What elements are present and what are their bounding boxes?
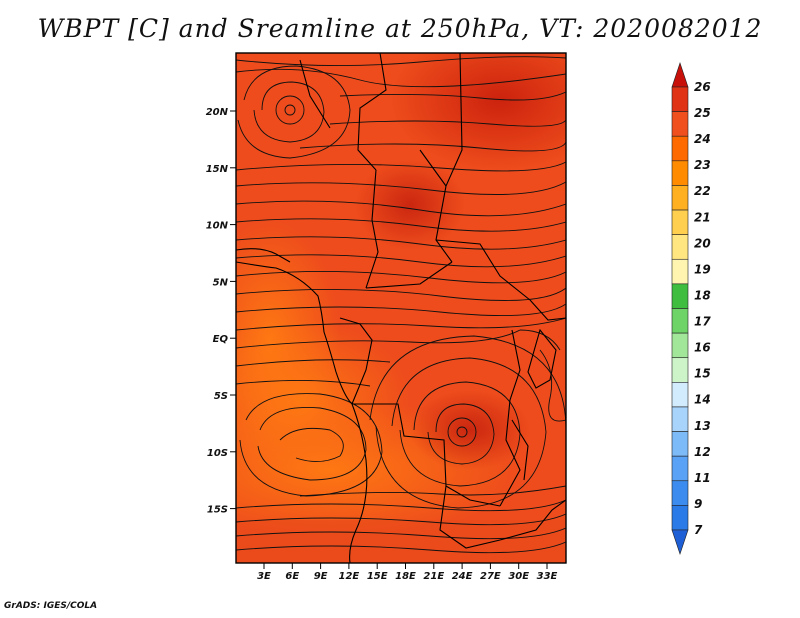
lon-label: 9E [314, 571, 328, 582]
lon-label: 27E [480, 571, 501, 582]
lat-label: 20N [206, 107, 229, 118]
lon-label: 30E [508, 571, 529, 582]
colorbar: 26 25 24 23 22 21 20 19 18 17 16 15 14 13 12 11 9 7 [671, 62, 711, 555]
colorbar-box [671, 406, 689, 432]
colorbar-label: 14 [694, 393, 711, 407]
lat-label: 10S [207, 448, 228, 459]
colorbar-box [671, 480, 689, 506]
colorbar-label: 23 [694, 158, 711, 172]
chart-title: WBPT [C] and Sreamline at 250hPa, VT: 20… [37, 14, 763, 43]
colorbar-label: 25 [694, 106, 711, 120]
lon-label: 6E [285, 571, 299, 582]
colorbar-box [671, 431, 689, 457]
latitude-axis: 20N 15N 10N 5N EQ 5S 10S 15S [206, 107, 236, 516]
grads-credit: GrADS: IGES/COLA [4, 601, 98, 611]
lon-label: 12E [339, 571, 360, 582]
colorbar-label: 16 [694, 341, 711, 355]
country-borders [236, 53, 566, 563]
colorbar-box [671, 234, 689, 260]
colorbar-box [671, 357, 689, 383]
colorbar-box [671, 185, 689, 211]
streamlines [236, 56, 566, 554]
lat-label: EQ [213, 334, 229, 345]
lon-label: 15E [367, 571, 388, 582]
colorbar-bottom-arrow [671, 529, 689, 555]
lat-label: 15N [206, 164, 229, 175]
lat-label: 15S [207, 505, 228, 516]
colorbar-label: 12 [694, 445, 711, 459]
colorbar-label: 13 [694, 419, 711, 433]
colorbar-box [671, 258, 689, 285]
lon-label: 33E [537, 571, 558, 582]
colorbar-box [671, 209, 689, 235]
colorbar-label: 7 [694, 523, 703, 537]
lon-label: 24E [452, 571, 473, 582]
colorbar-box [671, 382, 689, 408]
lat-label: 10N [206, 221, 229, 232]
lon-label: 3E [257, 571, 271, 582]
lon-label: 21E [423, 571, 444, 582]
colorbar-label: 21 [694, 210, 711, 224]
colorbar-box [671, 86, 689, 112]
colorbar-box [671, 135, 689, 162]
map-frame [235, 52, 567, 564]
longitude-axis: 3E 6E 9E 12E 15E 18E 21E 24E 27E 30E 33E [257, 563, 558, 582]
colorbar-box [671, 455, 689, 482]
colorbar-box [671, 505, 689, 531]
colorbar-box [671, 111, 689, 137]
colorbar-label: 20 [694, 236, 711, 250]
colorbar-label: 19 [694, 262, 711, 276]
colorbar-label: 26 [694, 80, 711, 94]
colorbar-box [671, 160, 689, 186]
colorbar-label: 22 [694, 184, 711, 198]
colorbar-label: 18 [694, 288, 711, 302]
colorbar-label: 11 [694, 471, 711, 485]
colorbar-box [671, 308, 689, 334]
colorbar-box [671, 332, 689, 359]
lon-label: 18E [395, 571, 416, 582]
colorbar-box [671, 283, 689, 309]
colorbar-label: 9 [694, 497, 702, 511]
lat-label: 5N [213, 277, 229, 288]
colorbar-label: 15 [694, 367, 711, 381]
colorbar-label: 17 [694, 315, 711, 329]
lat-label: 5S [214, 391, 228, 402]
colorbar-label: 24 [694, 132, 711, 146]
colorbar-top-arrow [671, 62, 689, 88]
